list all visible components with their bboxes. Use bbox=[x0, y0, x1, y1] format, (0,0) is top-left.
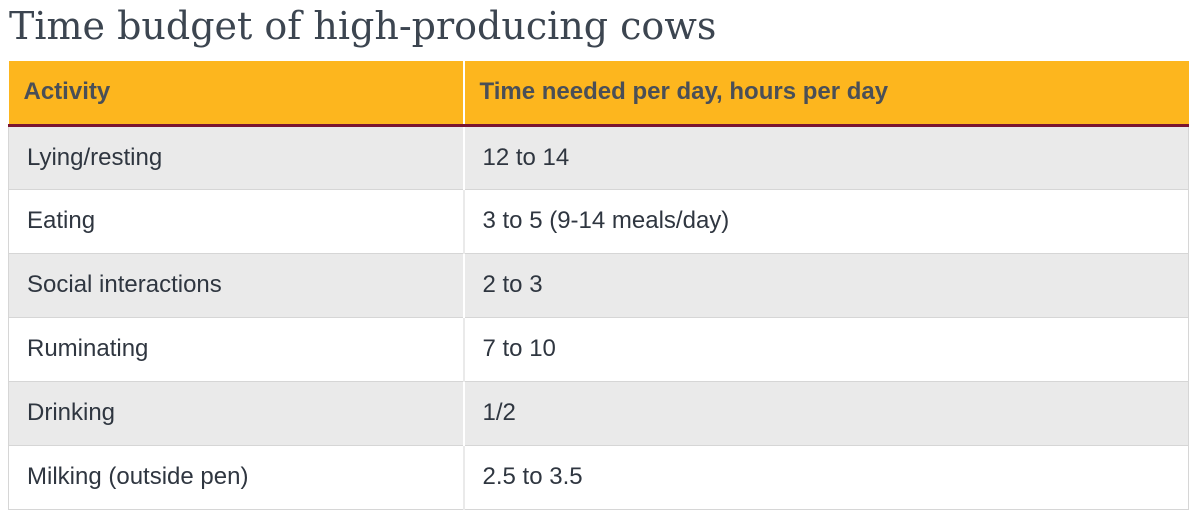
time-budget-table: Activity Time needed per day, hours per … bbox=[8, 61, 1189, 510]
table-row: Ruminating 7 to 10 bbox=[8, 317, 1189, 382]
time-cell: 2 to 3 bbox=[462, 253, 1189, 318]
header-row: Activity Time needed per day, hours per … bbox=[8, 61, 1189, 127]
table-row: Milking (outside pen) 2.5 to 3.5 bbox=[8, 445, 1189, 510]
activity-cell: Drinking bbox=[8, 381, 464, 446]
table-row: Drinking 1/2 bbox=[8, 381, 1189, 446]
column-header-time: Time needed per day, hours per day bbox=[462, 61, 1189, 127]
page-title: Time budget of high-producing cows bbox=[9, 4, 717, 48]
table-row: Eating 3 to 5 (9-14 meals/day) bbox=[8, 189, 1189, 254]
table-header: Activity Time needed per day, hours per … bbox=[8, 61, 1189, 127]
time-cell: 12 to 14 bbox=[462, 125, 1189, 190]
table-body: Lying/resting 12 to 14 Eating 3 to 5 (9-… bbox=[8, 125, 1189, 510]
activity-cell: Eating bbox=[8, 189, 464, 254]
time-cell: 7 to 10 bbox=[462, 317, 1189, 382]
table-row: Lying/resting 12 to 14 bbox=[8, 125, 1189, 190]
time-cell: 3 to 5 (9-14 meals/day) bbox=[462, 189, 1189, 254]
activity-cell: Milking (outside pen) bbox=[8, 445, 464, 510]
activity-cell: Ruminating bbox=[8, 317, 464, 382]
activity-cell: Lying/resting bbox=[8, 125, 464, 190]
time-cell: 1/2 bbox=[462, 381, 1189, 446]
activity-cell: Social interactions bbox=[8, 253, 464, 318]
time-cell: 2.5 to 3.5 bbox=[462, 445, 1189, 510]
table-row: Social interactions 2 to 3 bbox=[8, 253, 1189, 318]
column-header-activity: Activity bbox=[8, 61, 464, 127]
